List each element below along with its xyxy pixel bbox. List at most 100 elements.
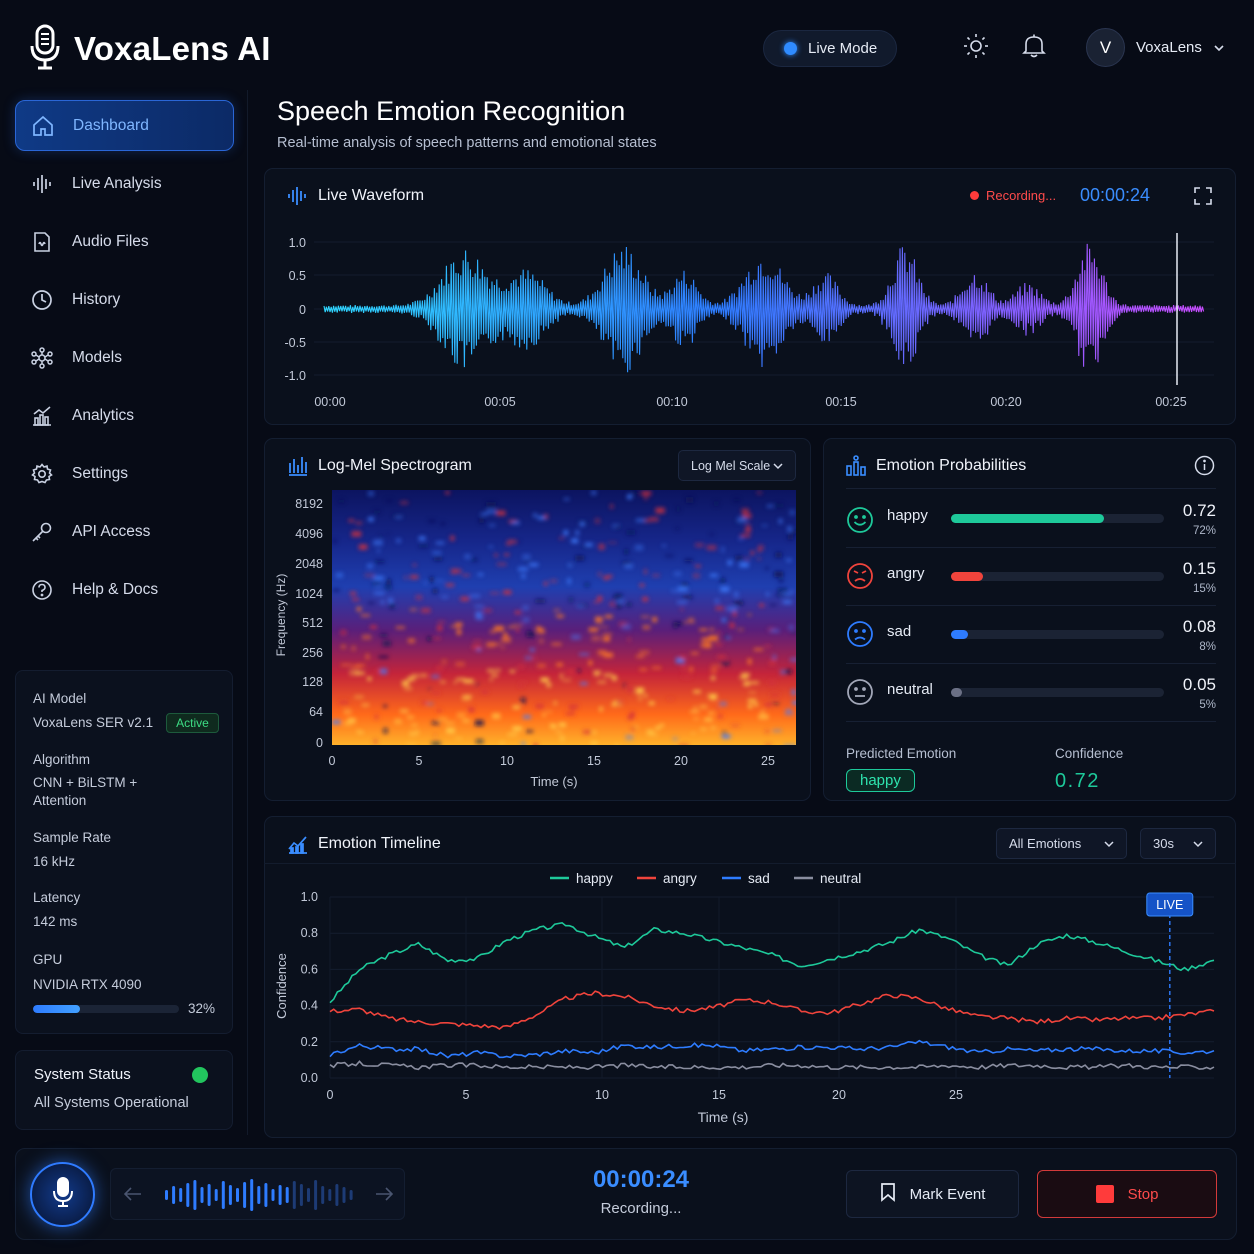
mark-event-button[interactable]: Mark Event <box>846 1170 1019 1218</box>
spectrogram-x-label: Time (s) <box>530 774 577 789</box>
sidebar-item-help-docs[interactable]: Help & Docs <box>15 564 234 615</box>
sidebar-item-label: Live Analysis <box>72 174 162 192</box>
user-name: VoxaLens <box>1136 39 1202 56</box>
system-status-text: All Systems Operational <box>34 1095 189 1111</box>
sidebar-item-label: Models <box>72 348 122 366</box>
arrow-left-icon[interactable] <box>123 1186 143 1207</box>
sidebar-item-models[interactable]: Models <box>15 332 234 383</box>
mini-wave-bar <box>314 1180 318 1210</box>
sidebar-item-audio-files[interactable]: Audio Files <box>15 216 234 267</box>
sidebar-item-api-access[interactable]: API Access <box>15 506 234 557</box>
waveform-panel <box>264 168 1236 425</box>
spectrogram-plot: Frequency (Hz) 8192 4096 2048 1024 512 2… <box>274 490 796 789</box>
stop-label: Stop <box>1127 1185 1159 1203</box>
time-window-value: 30s <box>1153 836 1174 851</box>
gpu-value: NVIDIA RTX 4090 <box>33 977 142 992</box>
mini-wave-bar <box>186 1183 190 1207</box>
live-mode-toggle[interactable]: Live Mode <box>763 30 897 67</box>
y-tick-label: 0.4 <box>301 999 318 1013</box>
arrow-right-icon[interactable] <box>374 1186 394 1207</box>
live-marker-badge <box>1146 892 1194 917</box>
emotion-filter-select[interactable]: All Emotions <box>996 828 1127 859</box>
wave-x-tick: 00:10 <box>656 395 687 409</box>
sidebar-item-label: Settings <box>72 464 129 482</box>
spec-x-tick: 25 <box>761 754 775 768</box>
emotion-value: 0.08 <box>1182 617 1216 636</box>
live-mode-label: Live Mode <box>808 40 878 57</box>
user-menu[interactable]: V VoxaLens <box>1086 28 1225 67</box>
sidebar-item-live-analysis[interactable]: Live Analysis <box>15 158 234 209</box>
series-line-sad <box>329 1039 1215 1059</box>
emotion-timeline-title: Emotion Timeline <box>318 835 441 852</box>
avatar: V <box>1086 28 1125 67</box>
time-window-select[interactable]: 30s <box>1140 828 1216 859</box>
analytics-icon <box>30 404 54 428</box>
spec-y-tick: 4096 <box>295 527 323 541</box>
emotion-probabilities-title: Emotion Probabilities <box>876 457 1027 474</box>
mini-wave-bar <box>292 1181 296 1209</box>
mini-wave-bar <box>285 1187 289 1203</box>
mini-wave-bar <box>221 1181 225 1209</box>
info-button[interactable] <box>1194 455 1215 481</box>
spec-x-tick: 15 <box>587 754 601 768</box>
sidebar-item-settings[interactable]: Settings <box>15 448 234 499</box>
fullscreen-button[interactable] <box>1194 187 1212 210</box>
sidebar-item-analytics[interactable]: Analytics <box>15 390 234 441</box>
series-line-happy <box>329 921 1215 1004</box>
chevron-down-icon <box>1213 39 1225 56</box>
neutral-face-icon <box>846 678 874 711</box>
latency-value: 142 ms <box>33 914 78 929</box>
emotion-bar-track <box>951 572 1164 581</box>
spec-y-tick: 128 <box>302 675 323 689</box>
spec-y-tick: 64 <box>309 705 323 719</box>
waveform-timer: 00:00:24 <box>1080 185 1151 205</box>
sidebar-item-label: Analytics <box>72 406 135 424</box>
emotion-timeline-chart: happy angry sad neutral LIVE 1.0 0.8 0.6 0.4 0.… <box>274 871 1215 1125</box>
sidebar-item-label: Dashboard <box>73 116 149 134</box>
algorithm-value-line2: Attention <box>33 793 87 808</box>
app-logo[interactable]: VoxaLens AI <box>28 24 271 74</box>
sample-rate-label: Sample Rate <box>33 830 112 845</box>
algorithm-label: Algorithm <box>33 752 91 767</box>
scale-select[interactable]: Log Mel Scale <box>678 450 796 481</box>
mini-wave-bar <box>200 1187 204 1203</box>
emotion-label: sad <box>887 623 912 640</box>
sidebar-item-label: API Access <box>72 522 151 540</box>
waveform-icon <box>287 185 309 212</box>
wave-y-tick: 1.0 <box>289 236 306 250</box>
spec-x-tick: 20 <box>674 754 688 768</box>
chevron-down-icon <box>1193 836 1203 851</box>
help-icon <box>30 578 54 602</box>
emotion-probabilities-panel <box>823 438 1236 801</box>
emotion-bar-track <box>951 688 1164 697</box>
theme-toggle-button[interactable] <box>962 33 990 62</box>
clock-icon <box>30 288 54 312</box>
algorithm-value-line1: CNN + BiLSTM + <box>33 775 138 790</box>
mini-wave-bar <box>321 1186 325 1204</box>
emotion-percent: 5% <box>1199 699 1216 711</box>
scale-select-value: Log Mel Scale <box>691 458 771 473</box>
brain-chart-icon <box>845 455 867 482</box>
audio-level-strip <box>110 1168 405 1220</box>
spec-x-tick: 10 <box>500 754 514 768</box>
microphone-icon <box>52 1176 74 1213</box>
sidebar-item-history[interactable]: History <box>15 274 234 325</box>
microphone-button[interactable] <box>30 1162 95 1227</box>
series-line-angry <box>329 990 1215 1030</box>
emotion-value: 0.05 <box>1182 675 1216 694</box>
legend-label: angry <box>663 871 697 886</box>
stop-button[interactable]: Stop <box>1037 1170 1217 1218</box>
system-status-card: System Status All Systems Operational <box>15 1050 233 1130</box>
emotion-bar-track <box>951 630 1164 639</box>
mini-wave-bar <box>193 1180 197 1210</box>
emotion-bar-fill <box>951 630 969 639</box>
notifications-button[interactable] <box>1020 34 1048 62</box>
status-badge: Active <box>166 713 219 733</box>
spec-x-tick: 0 <box>329 754 336 768</box>
angry-face-icon <box>846 562 874 595</box>
emotion-timeline-panel <box>264 816 1236 1138</box>
gpu-usage-fill <box>33 1005 80 1013</box>
x-tick-label: 0 <box>327 1088 334 1102</box>
series-line-neutral <box>329 1060 1215 1071</box>
sidebar-item-dashboard[interactable]: Dashboard <box>15 100 234 151</box>
